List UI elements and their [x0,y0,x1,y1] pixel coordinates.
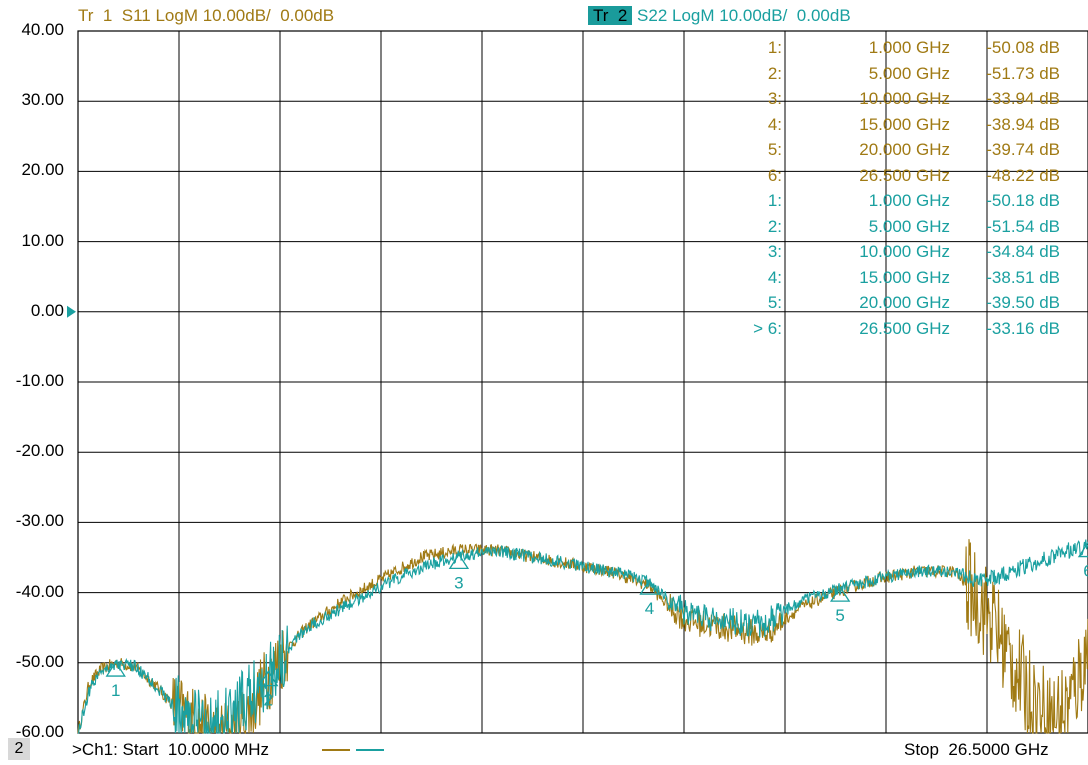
grid-lines [67,30,1088,734]
trace2-header[interactable]: Tr 2 S22 LogM 10.00dB/ 0.00dB [588,6,851,26]
y-tick-label: 30.00 [21,90,64,110]
marker-value: -33.16 dB [986,318,1060,338]
channel-trace-legend [322,749,384,751]
marker-number-1: 1 [111,681,120,700]
marker-number: 2: [767,216,782,236]
traces [77,539,1088,735]
marker-triangle-6 [1077,541,1088,558]
marker-value: -50.18 dB [986,191,1060,210]
marker-value: -39.50 dB [986,293,1060,312]
trace2-label: S22 LogM 10.00dB/ 0.00dB [632,6,851,25]
marker-number: 4: [767,114,782,134]
marker-value: -38.94 dB [986,114,1060,134]
reference-level-arrow [67,305,76,318]
marker-frequency: 5.000 GHz [868,216,950,236]
marker-value: -33.94 dB [986,89,1060,108]
y-tick-label: 10.00 [21,230,64,250]
marker-triangle-2 [258,670,279,687]
marker-number: 4: [767,267,782,287]
y-tick-label: 0.00 [30,300,64,320]
marker-number: 3: [767,89,782,108]
marker-frequency: 1.000 GHz [868,191,950,210]
trace-S22 [77,539,1088,734]
marker-number: 2: [767,63,782,83]
y-tick-label: -20.00 [15,441,64,461]
marker-frequency: 10.000 GHz [859,89,950,108]
marker-value: -51.73 dB [986,63,1060,83]
y-tick-label: -50.00 [15,651,64,671]
stop-frequency[interactable]: Stop 26.5000 GHz [904,740,1049,759]
marker-triangle-3 [448,553,470,570]
marker-frequency: 15.000 GHz [859,267,950,287]
y-tick-label: -60.00 [15,722,64,741]
marker-value: -50.08 dB [986,38,1060,57]
marker-number: 5: [767,293,782,312]
marker-frequency: 26.500 GHz [859,165,950,185]
y-tick-label: -10.00 [15,371,64,390]
marker-value: -34.84 dB [986,242,1060,261]
channel-number[interactable]: 2 [8,738,30,760]
y-tick-label: 40.00 [21,20,64,39]
marker-number: > 6: [753,318,782,338]
plot-border [77,30,1088,734]
marker-value: -38.51 dB [986,267,1060,287]
marker-number-4: 4 [645,599,654,618]
y-tick-label: -30.00 [15,511,64,531]
marker-number-5: 5 [835,606,844,625]
marker-frequency: 20.000 GHz [859,140,950,159]
marker-number: 1: [767,191,782,210]
marker-triangle-1 [105,660,126,677]
marker-frequency: 10.000 GHz [859,242,950,261]
marker-value: -39.74 dB [986,140,1060,159]
marker-value: -51.54 dB [986,216,1060,236]
marker-number-6: 6 [1083,562,1088,581]
y-tick-label: 20.00 [21,160,64,180]
y-tick-label: -40.00 [15,581,64,601]
marker-triangle-5 [829,585,851,602]
marker-triangle-4 [639,578,660,595]
marker-frequency: 5.000 GHz [868,63,950,83]
trace1-header[interactable]: Tr 1 S11 LogM 10.00dB/ 0.00dB [78,6,335,25]
trace2-tag: Tr 2 [588,6,633,25]
marker-frequency: 1.000 GHz [868,38,950,57]
marker-frequency: 26.500 GHz [859,318,950,338]
marker-number: 1: [767,38,782,57]
start-frequency[interactable]: >Ch1: Start 10.0000 MHz [72,740,270,759]
marker-value: -48.22 dB [986,165,1060,185]
marker-triangles: 1 2 3 4 5 6 [105,541,1088,710]
marker-number: 3: [767,242,782,261]
marker-number-3: 3 [454,573,463,592]
marker-number-2: 2 [264,691,273,710]
marker-number: 5: [767,140,782,159]
marker-frequency: 15.000 GHz [859,114,950,134]
marker-number: 6: [767,165,782,185]
marker-frequency: 20.000 GHz [859,293,950,312]
